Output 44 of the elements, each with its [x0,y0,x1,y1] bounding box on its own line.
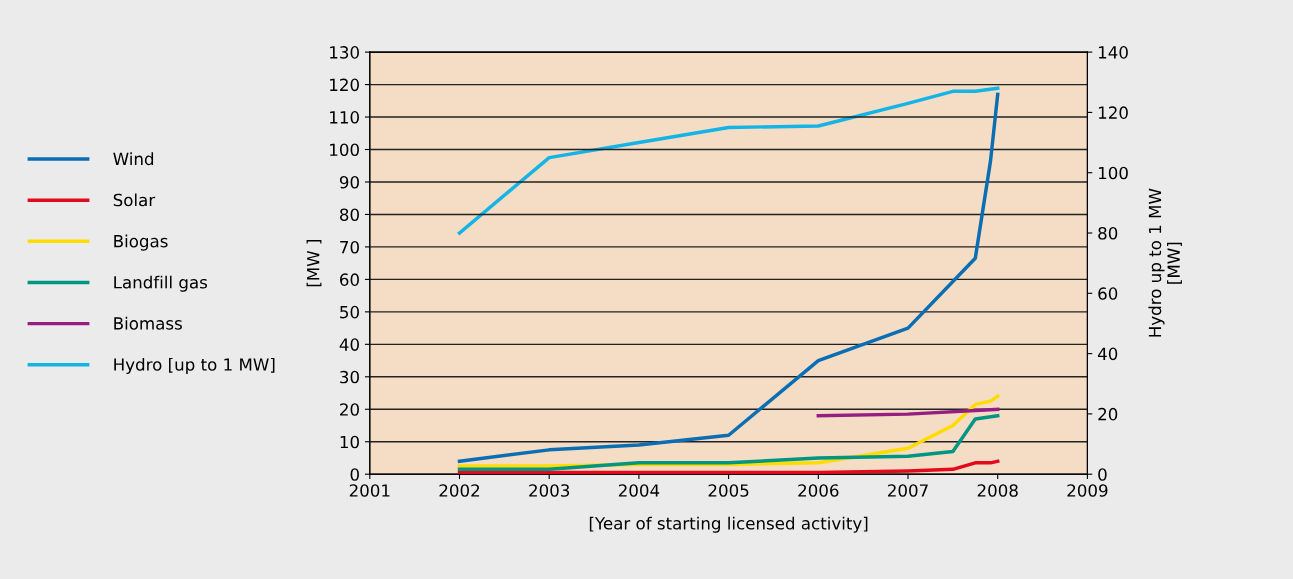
x-tick-label: 2006 [798,484,839,497]
y-tick-label: 90 [339,175,359,189]
legend-label: Solar [113,193,156,207]
y-tick-label: 130 [330,46,359,59]
y2-tick-label: 60 [1098,287,1118,300]
x-axis-title: [Year of starting licensed activity] [589,516,868,533]
y-tick-label: 10 [340,435,359,449]
line-series [457,459,1000,475]
legend-label: Landfill gas [114,275,208,292]
y2-tick-label: 120 [1098,106,1128,119]
x-tick-label: 2007 [888,484,928,497]
y2-tick-label: 0 [1098,468,1107,481]
y-tick-label: 70 [340,240,359,254]
x-tick-label: 2005 [708,484,749,497]
y2-tick-label: 20 [1098,407,1118,421]
legend-label: Hydro [up to 1 MW] [114,357,275,375]
y-tick-label: 30 [340,370,359,384]
line-series [457,92,1000,463]
y-tick-label: 40 [339,338,359,351]
y-axis-title: [MW ] [306,240,322,287]
legend-label: Wind [113,152,154,166]
x-tick-label: 2001 [349,484,390,497]
x-tick-label: 2002 [439,484,480,497]
y-tick-label: 20 [340,403,359,416]
y-tick-label: 80 [340,208,359,222]
line-series [457,414,1000,472]
line-series [457,86,1000,235]
x-tick-label: 2009 [1067,484,1108,497]
y-tick-label: 110 [330,111,359,124]
y-tick-label: 50 [340,305,359,319]
y-tick-label: 120 [330,78,359,92]
y-tick-label: 0 [350,468,359,481]
legend-label: Biogas [114,234,168,251]
y2-axis-title: Hydro up to 1 MW [MW] [1148,188,1182,337]
y2-tick-label: 140 [1098,46,1128,59]
y2-tick-label: 40 [1097,347,1118,361]
y2-tick-label: 100 [1098,166,1128,180]
y-tick-label: 60 [340,273,359,286]
x-tick-label: 2003 [529,484,570,497]
x-tick-label: 2004 [618,484,660,497]
y-tick-label: 100 [330,143,359,157]
x-tick-label: 2008 [977,484,1018,497]
legend-label: Biomass [114,316,182,330]
y2-tick-label: 80 [1098,226,1118,240]
